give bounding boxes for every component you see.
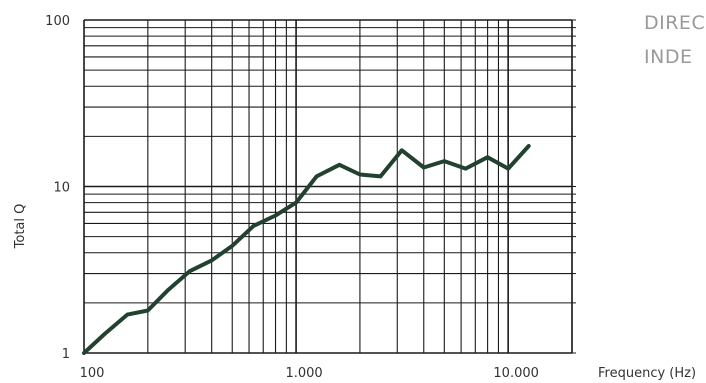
x-tick-label: 1.000 <box>285 366 322 381</box>
right-axis-ticks <box>572 19 576 354</box>
y-tick-label: 1 <box>62 347 70 362</box>
y-tick-label: 10 <box>53 181 70 196</box>
series-line-total-q <box>82 144 531 355</box>
x-tick-labels: 100 1.000 10.000 <box>80 366 539 381</box>
y-axis-label: Total Q <box>13 204 28 250</box>
x-tick-label: 100 <box>80 366 105 381</box>
x-axis-label: Frequency (Hz) <box>598 366 696 381</box>
horizontal-gridlines <box>84 19 572 354</box>
y-tick-labels: 1 10 100 <box>45 14 70 362</box>
side-caption-line-2: INDE <box>644 46 693 68</box>
x-tick-label: 10.000 <box>493 366 539 381</box>
side-caption-line-1: DIREC <box>644 12 706 34</box>
y-tick-label: 100 <box>45 14 70 29</box>
